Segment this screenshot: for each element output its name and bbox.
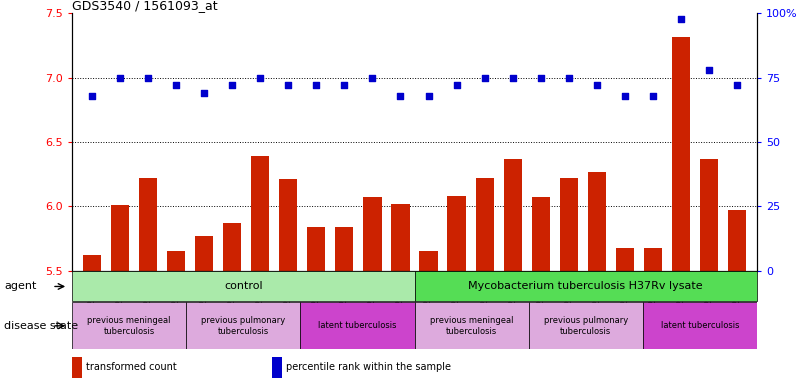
Bar bbox=[529, 302, 642, 349]
Bar bbox=[364, 197, 381, 384]
Bar bbox=[251, 156, 269, 384]
Point bbox=[142, 74, 155, 81]
Text: control: control bbox=[224, 281, 263, 291]
Bar bbox=[279, 179, 297, 384]
Bar bbox=[642, 302, 757, 349]
Bar bbox=[448, 196, 465, 384]
Text: agent: agent bbox=[4, 281, 36, 291]
Bar bbox=[111, 205, 129, 384]
Bar bbox=[532, 197, 550, 384]
Point bbox=[478, 74, 491, 81]
Point bbox=[590, 83, 603, 89]
Bar bbox=[644, 248, 662, 384]
Bar bbox=[420, 252, 437, 384]
Bar bbox=[476, 178, 493, 384]
Bar bbox=[504, 159, 522, 384]
Bar bbox=[415, 271, 757, 301]
Point bbox=[170, 83, 183, 89]
Bar bbox=[672, 36, 690, 384]
Bar bbox=[72, 302, 186, 349]
Bar bbox=[223, 223, 241, 384]
Bar bbox=[72, 271, 415, 301]
Text: Mycobacterium tuberculosis H37Rv lysate: Mycobacterium tuberculosis H37Rv lysate bbox=[469, 281, 703, 291]
Bar bbox=[616, 248, 634, 384]
Bar bbox=[560, 178, 578, 384]
Bar bbox=[307, 227, 325, 384]
Point bbox=[646, 93, 659, 99]
Bar bbox=[186, 302, 300, 349]
Point bbox=[254, 74, 267, 81]
Bar bbox=[588, 172, 606, 384]
Point bbox=[366, 74, 379, 81]
Bar bbox=[415, 302, 529, 349]
Point bbox=[338, 83, 351, 89]
Point bbox=[226, 83, 239, 89]
Text: previous pulmonary
tuberculosis: previous pulmonary tuberculosis bbox=[544, 316, 628, 336]
Point bbox=[310, 83, 323, 89]
Point bbox=[450, 83, 463, 89]
Bar bbox=[728, 210, 747, 384]
Bar bbox=[139, 178, 157, 384]
Bar bbox=[83, 255, 101, 384]
Bar bbox=[336, 227, 353, 384]
Point bbox=[282, 83, 295, 89]
Point bbox=[562, 74, 575, 81]
Point bbox=[731, 83, 743, 89]
Point bbox=[422, 93, 435, 99]
Text: latent tuberculosis: latent tuberculosis bbox=[661, 321, 739, 330]
Bar bbox=[195, 236, 213, 384]
Point bbox=[534, 74, 547, 81]
Point bbox=[114, 74, 127, 81]
Bar bbox=[167, 252, 185, 384]
Point bbox=[674, 15, 687, 22]
Bar bbox=[300, 302, 415, 349]
Text: percentile rank within the sample: percentile rank within the sample bbox=[286, 362, 451, 372]
Point bbox=[618, 93, 631, 99]
Text: previous meningeal
tuberculosis: previous meningeal tuberculosis bbox=[430, 316, 513, 336]
Bar bbox=[700, 159, 718, 384]
Point bbox=[702, 67, 715, 73]
Text: disease state: disease state bbox=[4, 321, 78, 331]
Text: latent tuberculosis: latent tuberculosis bbox=[318, 321, 396, 330]
Bar bbox=[392, 204, 409, 384]
Point bbox=[394, 93, 407, 99]
Point bbox=[86, 93, 99, 99]
Text: GDS3540 / 1561093_at: GDS3540 / 1561093_at bbox=[72, 0, 218, 12]
Text: previous pulmonary
tuberculosis: previous pulmonary tuberculosis bbox=[201, 316, 285, 336]
Point bbox=[198, 90, 211, 96]
Point bbox=[506, 74, 519, 81]
Text: previous meningeal
tuberculosis: previous meningeal tuberculosis bbox=[87, 316, 171, 336]
Text: transformed count: transformed count bbox=[86, 362, 176, 372]
